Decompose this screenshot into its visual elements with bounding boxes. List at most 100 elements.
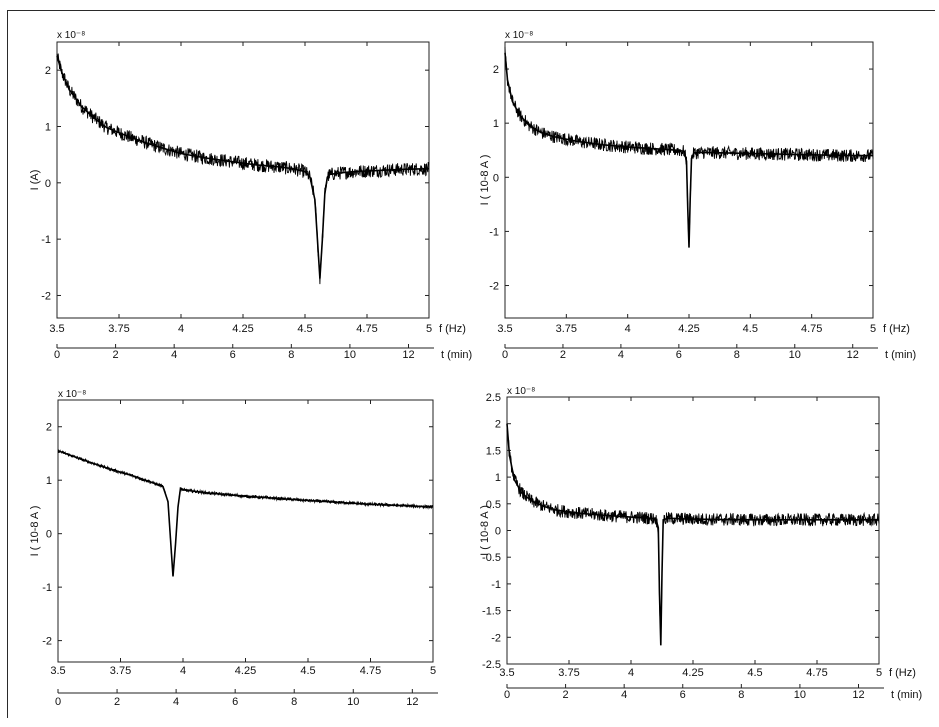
- f-tick-label: 4: [625, 323, 631, 335]
- series-trace-1: [56, 53, 430, 285]
- f-axis-label: f (Hz): [883, 323, 910, 335]
- t-tick-label: 4: [173, 696, 179, 708]
- f-tick-label: 4.25: [235, 665, 256, 677]
- f-tick-label: 4.5: [747, 667, 762, 679]
- plot-area-2: [504, 41, 874, 319]
- y-tick-label: 0: [46, 529, 52, 541]
- y-tick-label: 1: [493, 118, 499, 130]
- series-line-4: [506, 423, 879, 646]
- t-tick-label: 10: [794, 689, 806, 701]
- t-tick-label: 2: [113, 349, 119, 361]
- plot-area-4: [506, 396, 880, 665]
- series-line-1: [56, 55, 430, 279]
- t-tick-label: 6: [676, 349, 682, 361]
- y-tick-label: -2: [491, 632, 501, 644]
- y-tick-label: 2: [493, 64, 499, 76]
- y-tick-label: 0: [45, 178, 51, 190]
- f-axis-label: f (Hz): [889, 667, 916, 679]
- f-tick-label: 4: [628, 667, 634, 679]
- y-tick-label: 2: [495, 419, 501, 431]
- t-tick-label: 10: [344, 349, 356, 361]
- f-tick-label: 3.5: [499, 667, 514, 679]
- t-tick-label: 4: [618, 349, 624, 361]
- t-tick-label: 12: [852, 689, 864, 701]
- y-tick-label: 0.5: [486, 499, 501, 511]
- y-axis-label: I ( 10-8 A ): [479, 155, 491, 206]
- y-exponent: x 10⁻⁸: [58, 389, 86, 400]
- t-tick-label: 0: [54, 349, 60, 361]
- f-tick-label: 5: [430, 665, 436, 677]
- f-tick-label: 3.5: [50, 665, 65, 677]
- y-tick-label: -2: [489, 281, 499, 293]
- y-tick-label: -1: [491, 579, 501, 591]
- y-tick-label: -2: [41, 290, 51, 302]
- plot-area-1: [56, 41, 430, 319]
- y-axis-label: I (A): [29, 170, 41, 191]
- t-tick-label: 0: [504, 689, 510, 701]
- series-line-3: [57, 450, 434, 577]
- t-tick-label: 2: [114, 696, 120, 708]
- series-line-2: [504, 52, 873, 248]
- y-tick-label: -1.5: [482, 606, 501, 618]
- f-tick-label: 4.5: [743, 323, 758, 335]
- t-tick-label: 0: [55, 696, 61, 708]
- f-tick-label: 3.75: [108, 323, 129, 335]
- y-exponent: x 10⁻⁸: [57, 30, 85, 41]
- f-tick-label: 4.75: [806, 667, 827, 679]
- t-axis-label: t (min): [891, 689, 922, 701]
- f-tick-label: 4.5: [297, 323, 312, 335]
- f-tick-label: 4.25: [682, 667, 703, 679]
- t-tick-label: 0: [502, 349, 508, 361]
- series-trace-3: [57, 449, 434, 577]
- t-tick-label: 10: [789, 349, 801, 361]
- t-tick-label: 2: [560, 349, 566, 361]
- f-axis-label: f (Hz): [439, 323, 466, 335]
- t-tick-label: 10: [347, 696, 359, 708]
- f-tick-label: 3.5: [49, 323, 64, 335]
- f-tick-label: 4.5: [300, 665, 315, 677]
- t-tick-label: 12: [406, 696, 418, 708]
- y-tick-label: -0.5: [482, 552, 501, 564]
- y-axis-label: I ( 10-8 A ): [29, 506, 41, 557]
- y-tick-label: 1.5: [486, 445, 501, 457]
- t-tick-label: 8: [291, 696, 297, 708]
- t-tick-label: 8: [288, 349, 294, 361]
- f-tick-label: 3.75: [556, 323, 577, 335]
- series-trace-4: [506, 430, 880, 639]
- f-tick-label: 3.75: [558, 667, 579, 679]
- y-tick-label: 1: [45, 121, 51, 133]
- y-tick-label: 2.5: [486, 392, 501, 404]
- f-tick-label: 4: [178, 323, 184, 335]
- f-tick-label: 4.75: [360, 665, 381, 677]
- y-tick-label: -2.5: [482, 659, 501, 671]
- t-tick-label: 4: [171, 349, 177, 361]
- y-tick-label: -1: [41, 234, 51, 246]
- f-tick-label: 4.75: [801, 323, 822, 335]
- t-tick-label: 12: [847, 349, 859, 361]
- series-trace-2: [504, 46, 874, 243]
- t-tick-label: 6: [230, 349, 236, 361]
- t-tick-label: 2: [563, 689, 569, 701]
- t-tick-label: 8: [734, 349, 740, 361]
- y-tick-label: 2: [45, 65, 51, 77]
- y-tick-label: 0: [493, 172, 499, 184]
- f-tick-label: 4.25: [232, 323, 253, 335]
- y-tick-label: 1: [46, 475, 52, 487]
- y-tick-label: -1: [42, 582, 52, 594]
- t-tick-label: 8: [738, 689, 744, 701]
- f-tick-label: 3.75: [110, 665, 131, 677]
- f-tick-label: 4.25: [678, 323, 699, 335]
- y-tick-label: 0: [495, 526, 501, 538]
- plot-area-3: [57, 399, 434, 663]
- f-tick-label: 3.5: [497, 323, 512, 335]
- y-tick-label: -1: [489, 226, 499, 238]
- y-exponent: x 10⁻⁸: [507, 386, 535, 397]
- y-exponent: x 10⁻⁸: [505, 30, 533, 41]
- t-tick-label: 6: [680, 689, 686, 701]
- f-tick-label: 4.75: [356, 323, 377, 335]
- t-axis-label: t (min): [885, 349, 916, 361]
- f-tick-label: 4: [180, 665, 186, 677]
- f-tick-label: 5: [876, 667, 882, 679]
